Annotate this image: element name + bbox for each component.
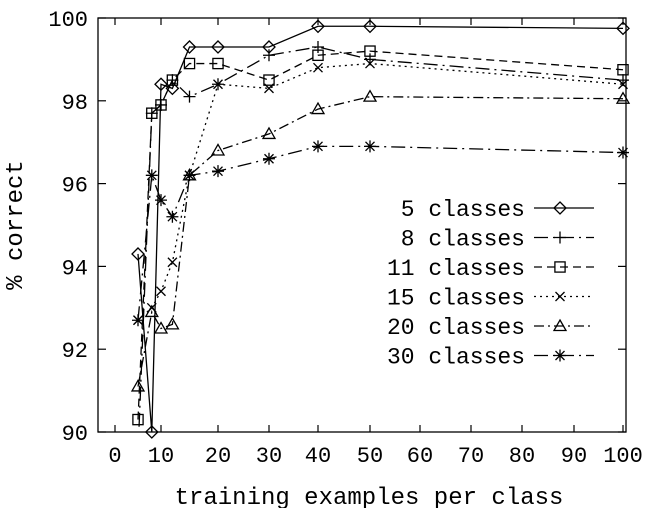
plot-frame — [97, 17, 627, 433]
x-tick-label: 30 — [256, 444, 282, 469]
square-marker — [312, 49, 324, 62]
x-marker — [365, 58, 375, 69]
diamond-marker — [311, 19, 325, 34]
series-group — [130, 19, 631, 439]
y-axis-label: % correct — [3, 160, 30, 290]
square-marker — [212, 57, 224, 70]
series-5-classes — [131, 19, 630, 439]
series-15-classes — [133, 58, 628, 326]
y-tick-label: 100 — [48, 8, 88, 33]
square-marker — [263, 74, 275, 86]
square-marker — [155, 99, 167, 111]
diamond-marker — [616, 21, 630, 36]
legend-label: 30 classes — [387, 345, 525, 371]
triangle-marker — [130, 379, 146, 392]
asterisk-marker — [617, 146, 629, 159]
legend-label: 5 classes — [401, 197, 525, 223]
y-tick-label: 98 — [62, 91, 88, 116]
plus-marker — [183, 90, 196, 103]
series-30-classes — [132, 140, 629, 327]
x-tick-label: 60 — [407, 444, 433, 469]
series-11-classes — [132, 45, 629, 426]
asterisk-marker — [145, 169, 158, 182]
plus-marker — [263, 49, 275, 62]
diamond-marker — [144, 425, 159, 439]
square-marker — [554, 261, 566, 273]
triangle-marker — [615, 91, 631, 104]
x-marker — [264, 83, 274, 94]
triangle-marker — [310, 101, 326, 115]
series-line — [137, 96, 624, 387]
y-tick-label: 94 — [62, 256, 88, 281]
series-20-classes — [130, 89, 631, 392]
legend-label: 8 classes — [401, 227, 525, 253]
x-tick-label: 20 — [205, 444, 231, 469]
diamond-marker — [211, 40, 225, 54]
series-8-classes — [138, 40, 629, 432]
triangle-marker — [362, 89, 378, 102]
asterisk-marker — [166, 210, 179, 223]
legend-label: 11 classes — [387, 256, 525, 282]
asterisk-marker — [155, 194, 167, 207]
series-line — [137, 145, 624, 321]
y-tick-label: 92 — [62, 339, 88, 364]
asterisk-marker — [554, 349, 566, 362]
series-line — [137, 62, 624, 321]
triangle-marker — [210, 143, 226, 156]
asterisk-marker — [212, 165, 224, 178]
asterisk-marker — [364, 140, 376, 153]
triangle-marker — [153, 321, 169, 334]
x-marker — [618, 79, 628, 90]
triangle-marker — [165, 317, 180, 330]
y-tick-label: 90 — [62, 422, 88, 447]
legend: 5 classes 8 classes 11 classes 15 classes 20… — [387, 197, 594, 371]
square-marker — [364, 45, 376, 57]
x-tick-label: 80 — [509, 444, 535, 469]
plus-marker — [312, 40, 324, 53]
diamond-marker — [131, 247, 145, 261]
asterisk-marker — [263, 152, 275, 165]
triangle-marker — [144, 304, 159, 318]
x-marker — [213, 79, 223, 90]
diamond-marker — [553, 201, 567, 215]
square-marker — [132, 413, 144, 426]
x-marker — [167, 257, 178, 268]
series-line — [137, 25, 624, 432]
x-tick-label: 40 — [305, 444, 331, 469]
diamond-marker — [363, 19, 377, 34]
y-tick-label: 96 — [62, 174, 88, 199]
asterisk-marker — [312, 140, 324, 153]
legend-label: 20 classes — [387, 315, 525, 341]
square-marker — [166, 74, 179, 86]
diamond-marker — [165, 81, 180, 96]
plus-marker — [166, 74, 179, 87]
x-tick-label: 90 — [561, 444, 587, 469]
x-tick-label: 50 — [357, 444, 383, 469]
diamond-marker — [154, 77, 168, 92]
x-tick-label: 100 — [603, 444, 643, 469]
x-marker — [156, 286, 166, 297]
axes: 0 10 20 30 40 50 60 70 80 90 100 90 92 94 96 98 100 — [48, 8, 642, 469]
square-marker — [146, 107, 158, 119]
square-marker — [617, 64, 629, 76]
asterisk-marker — [183, 169, 196, 182]
triangle-marker — [261, 126, 277, 140]
x-tick-label: 70 — [458, 444, 484, 469]
x-marker — [555, 291, 565, 302]
x-marker — [313, 62, 323, 73]
x-tick-label: 10 — [148, 444, 174, 469]
diamond-marker — [182, 40, 197, 54]
triangle-marker — [552, 318, 568, 332]
x-axis-label: training examples per class — [175, 485, 564, 508]
plus-marker — [554, 231, 566, 244]
x-tick-label: 0 — [108, 444, 121, 469]
legend-label: 15 classes — [387, 286, 525, 312]
square-marker — [183, 57, 196, 70]
asterisk-marker — [132, 314, 144, 327]
